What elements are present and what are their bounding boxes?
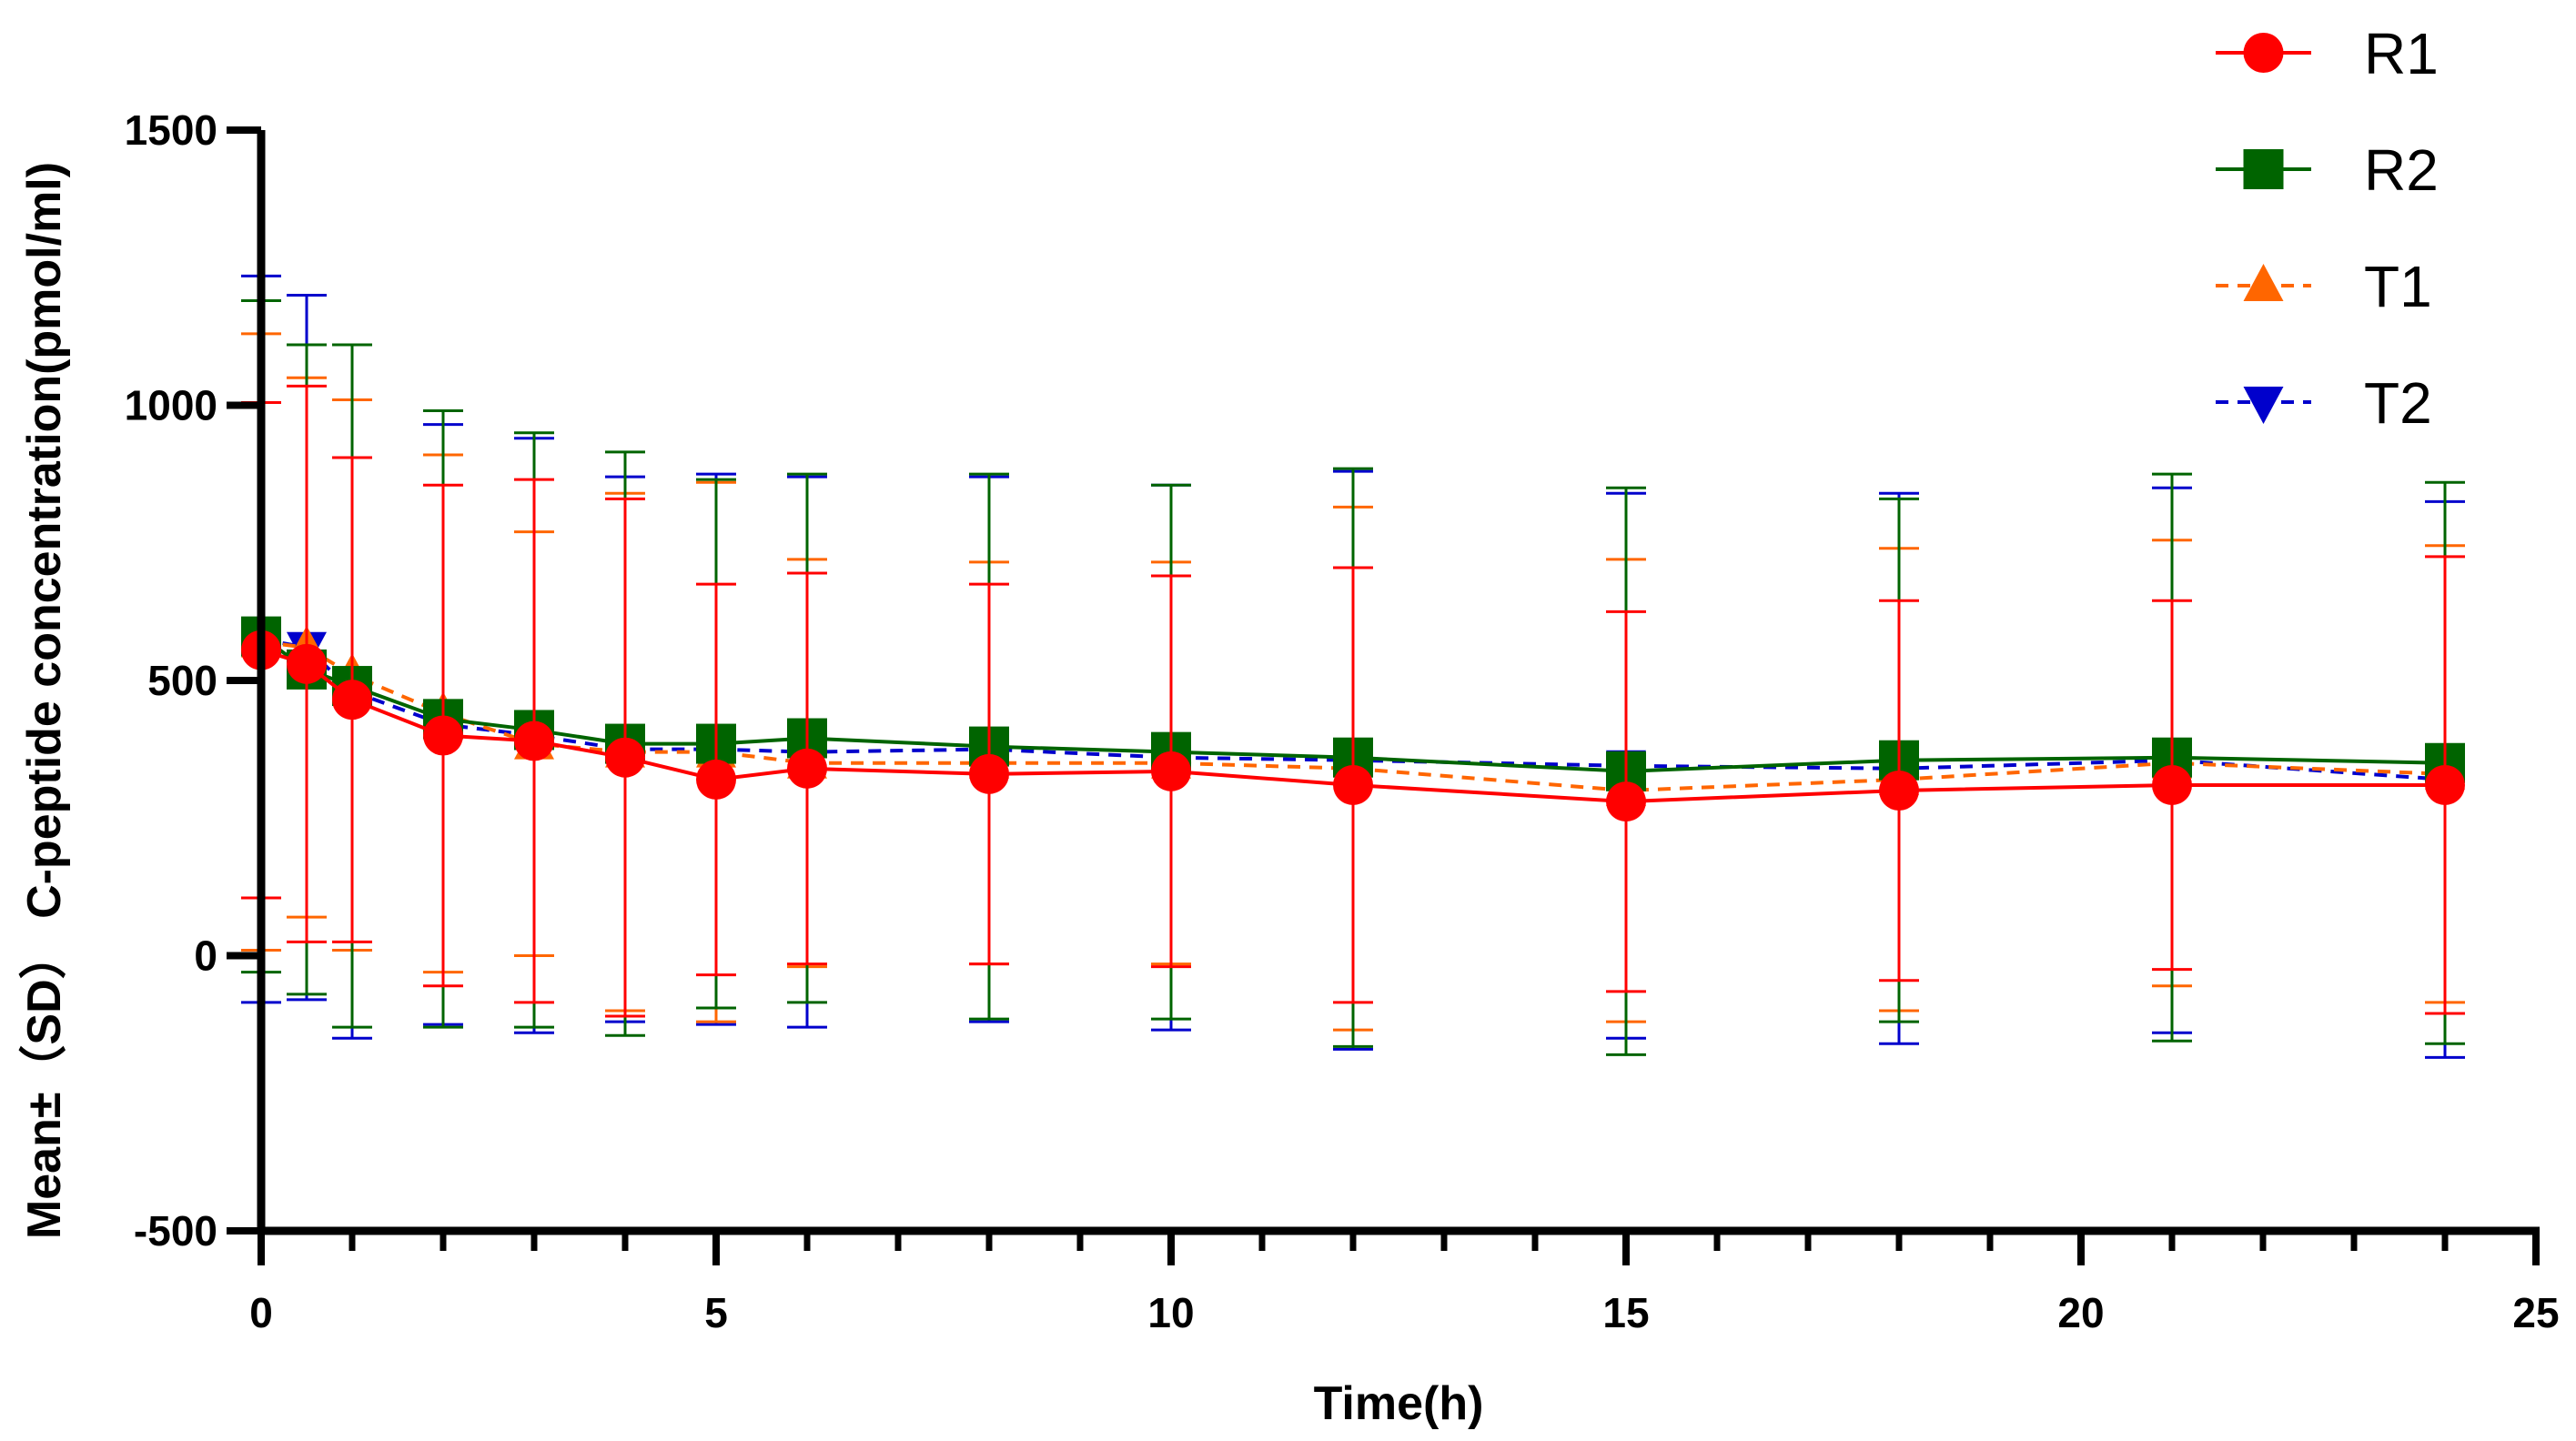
data-point-r1 <box>2425 764 2465 805</box>
x-tick-label: 5 <box>704 1289 728 1336</box>
axes-layer: -500 0 500 1000 1500 0 5 10 15 20 25 <box>125 106 2560 1336</box>
x-tick-label: 10 <box>1147 1289 1194 1336</box>
data-point-r1 <box>969 753 1009 794</box>
legend-marker-t2 <box>2243 387 2284 424</box>
data-point-r1 <box>423 715 463 756</box>
legend-item-r2: R2 <box>2216 137 2439 203</box>
data-point-r1 <box>1879 771 1919 811</box>
data-point-r1 <box>332 680 372 720</box>
legend-marker-t1 <box>2243 264 2284 301</box>
data-point-r1 <box>1151 751 1191 791</box>
y-tick-label: 0 <box>194 932 217 980</box>
legend-label-t2: T2 <box>2364 370 2432 436</box>
y-tick-label: 500 <box>147 657 217 704</box>
legend-label-r2: R2 <box>2364 137 2439 203</box>
data-point-r1 <box>696 759 736 800</box>
data-point-r1 <box>1333 764 1373 805</box>
legend-item-t1: T1 <box>2216 254 2432 319</box>
data-point-r1 <box>787 748 827 789</box>
legend-item-r1: R1 <box>2216 21 2439 86</box>
data-point-r1 <box>1606 781 1646 822</box>
legend-label-t1: T1 <box>2364 254 2432 319</box>
data-point-r1 <box>605 737 645 778</box>
x-tick-label: 20 <box>2057 1289 2104 1336</box>
series-line-t1 <box>260 640 2446 793</box>
legend-layer: R1 R2 T1 T2 <box>2216 21 2439 436</box>
y-tick-label: 1500 <box>125 106 217 154</box>
y-tick-label: -500 <box>134 1207 217 1255</box>
x-tick-label: 25 <box>2512 1289 2559 1336</box>
x-axis-title: Time(h) <box>1314 1377 1484 1430</box>
x-tick-label: 0 <box>249 1289 273 1336</box>
y-axis-title: Mean±（SD） C-peptide concentration(pmol/m… <box>18 162 71 1239</box>
legend-marker-r2 <box>2243 149 2284 189</box>
data-point-r1 <box>2152 764 2192 805</box>
legend-marker-r1 <box>2243 33 2284 73</box>
legend-label-r1: R1 <box>2364 21 2439 86</box>
data-point-r1 <box>514 720 554 761</box>
y-tick-label: 1000 <box>125 382 217 429</box>
data-point-r1 <box>287 643 327 684</box>
legend-item-t2: T2 <box>2216 370 2432 436</box>
series-layer <box>241 274 2465 1059</box>
x-tick-label: 15 <box>1602 1289 1649 1336</box>
